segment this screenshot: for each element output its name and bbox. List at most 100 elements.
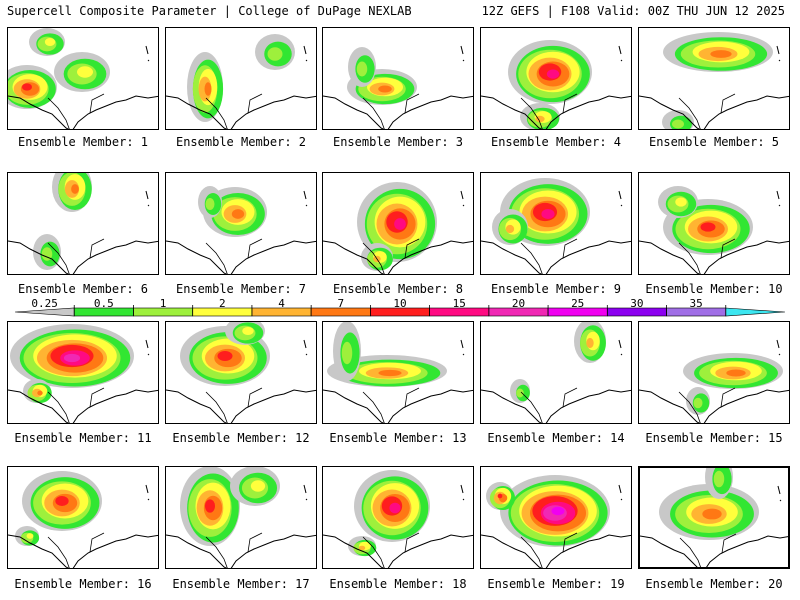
coastline xyxy=(166,389,316,423)
ensemble-member-label: Ensemble Member: 20 xyxy=(645,577,783,591)
scp-contour-10 xyxy=(205,499,215,513)
ensemble-member-panel-7[interactable] xyxy=(165,172,317,275)
ensemble-member-panel-8[interactable] xyxy=(322,172,474,275)
scp-contour-15 xyxy=(546,69,560,79)
lake-outline xyxy=(618,339,623,356)
state-boundary xyxy=(678,387,736,423)
scp-contour-10 xyxy=(217,351,233,361)
scp-contour-25 xyxy=(551,506,565,516)
coastline xyxy=(166,240,316,274)
state-boundary xyxy=(205,387,263,423)
ensemble-member-panel-20[interactable] xyxy=(638,466,790,569)
lake-outline xyxy=(145,339,150,356)
state-boundary xyxy=(520,93,578,129)
state-boundary xyxy=(362,238,420,274)
scp-field-map xyxy=(8,173,158,274)
scp-field-map xyxy=(639,32,789,129)
ensemble-member-panel-3[interactable] xyxy=(322,27,474,130)
legend-tick-label: 2 xyxy=(218,297,226,310)
scp-contour-4 xyxy=(586,337,594,349)
scp-contour-2 xyxy=(26,533,34,539)
scp-contour-7 xyxy=(231,209,245,219)
ensemble-member-panel-14[interactable] xyxy=(480,321,632,424)
state-boundary xyxy=(520,532,578,568)
ensemble-member-label: Ensemble Member: 17 xyxy=(172,577,310,591)
ensemble-member-label: Ensemble Member: 18 xyxy=(329,577,467,591)
scp-contour-10 xyxy=(22,83,32,91)
ensemble-member-label: Ensemble Member: 2 xyxy=(175,135,307,149)
ensemble-member-panel-15[interactable] xyxy=(638,321,790,424)
coastline xyxy=(8,534,158,568)
scp-contour-2 xyxy=(242,327,254,335)
scp-field-map xyxy=(481,178,631,274)
lake-outline xyxy=(618,45,623,62)
ensemble-member-panel-16[interactable] xyxy=(7,466,159,569)
ensemble-member-panel-17[interactable] xyxy=(165,466,317,569)
ensemble-member-panel-1[interactable] xyxy=(7,27,159,130)
state-boundary xyxy=(205,532,263,568)
ensemble-member-label: Ensemble Member: 15 xyxy=(645,431,783,445)
lake-outline xyxy=(460,190,465,207)
scp-field-map xyxy=(323,182,473,274)
coastline xyxy=(8,95,158,129)
ensemble-member-label: Ensemble Member: 9 xyxy=(490,282,622,296)
scp-contour-7 xyxy=(710,50,732,58)
scp-field-map xyxy=(323,470,473,568)
state-boundary xyxy=(47,238,105,274)
ensemble-member-panel-12[interactable] xyxy=(165,321,317,424)
ensemble-member-label: Ensemble Member: 1 xyxy=(17,135,149,149)
scp-field-map xyxy=(166,186,316,274)
lake-outline xyxy=(776,339,781,356)
run-valid-time: 12Z GEFS | F108 Valid: 00Z THU JUN 12 20… xyxy=(481,4,785,18)
ensemble-member-panel-2[interactable] xyxy=(165,27,317,130)
ensemble-member-label: Ensemble Member: 11 xyxy=(14,431,152,445)
ensemble-member-label: Ensemble Member: 12 xyxy=(172,431,310,445)
scp-field-map xyxy=(640,468,788,567)
scp-field-map xyxy=(166,467,316,568)
scp-field-map xyxy=(323,45,473,129)
lake-outline xyxy=(303,45,308,62)
ensemble-member-label: Ensemble Member: 13 xyxy=(329,431,467,445)
lake-outline xyxy=(618,190,623,207)
ensemble-member-panel-18[interactable] xyxy=(322,466,474,569)
scp-contour-7 xyxy=(702,508,722,520)
legend-tick-label: 25 xyxy=(571,297,585,310)
scp-field-map xyxy=(8,471,158,568)
scp-field-map xyxy=(481,475,631,568)
ensemble-member-panel-11[interactable] xyxy=(7,321,159,424)
legend-tick-label: 20 xyxy=(511,297,526,310)
ensemble-member-panel-5[interactable] xyxy=(638,27,790,130)
ensemble-member-panel-13[interactable] xyxy=(322,321,474,424)
scp-field-map xyxy=(8,324,158,423)
ensemble-member-panel-19[interactable] xyxy=(480,466,632,569)
coastline xyxy=(481,534,631,568)
legend-tick-label: 0.25 xyxy=(31,297,58,310)
scp-contour-1 xyxy=(672,119,684,129)
scp-contour-1 xyxy=(341,341,353,365)
state-boundary xyxy=(47,532,105,568)
ensemble-member-label: Ensemble Member: 3 xyxy=(332,135,464,149)
ensemble-member-panel-6[interactable] xyxy=(7,172,159,275)
scp-contour-7 xyxy=(378,369,402,377)
coastline xyxy=(640,535,788,567)
ensemble-member-panel-10[interactable] xyxy=(638,172,790,275)
scp-field-map xyxy=(639,339,789,423)
scp-contour-10 xyxy=(700,222,716,232)
lake-outline xyxy=(303,190,308,207)
lake-outline xyxy=(776,45,781,62)
scp-field-map xyxy=(323,322,473,423)
coastline xyxy=(481,95,631,129)
scp-contour-4 xyxy=(358,545,366,551)
lake-outline xyxy=(303,484,308,501)
lake-outline xyxy=(145,45,150,62)
coastline xyxy=(323,240,473,274)
coastline xyxy=(481,389,631,423)
ensemble-member-panel-9[interactable] xyxy=(480,172,632,275)
legend-tick-label: 0.5 xyxy=(93,297,114,310)
ensemble-member-panel-4[interactable] xyxy=(480,27,632,130)
lake-outline xyxy=(145,484,150,501)
state-boundary xyxy=(205,93,263,129)
scp-contour-2 xyxy=(44,38,56,46)
scp-contour-7 xyxy=(204,82,212,96)
scp-field-map xyxy=(481,40,631,129)
